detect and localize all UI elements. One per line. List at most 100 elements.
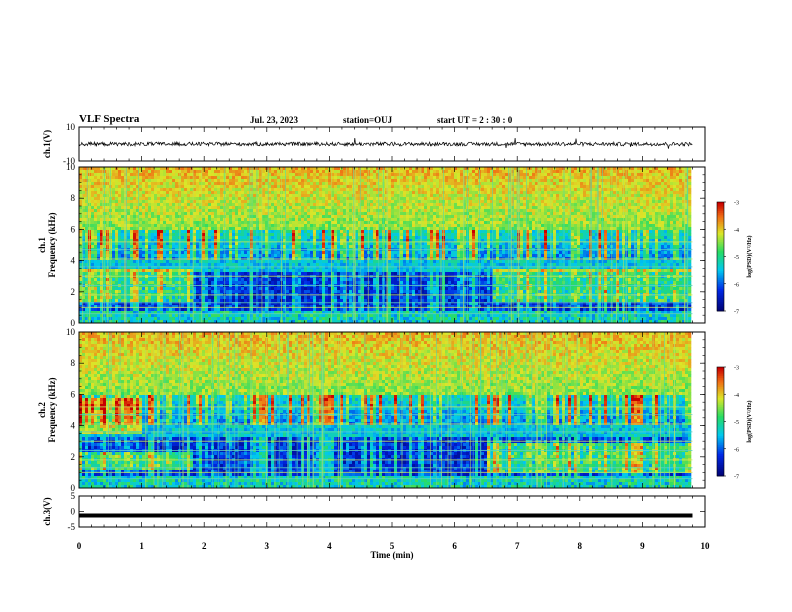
spectrogram-cell — [265, 236, 268, 239]
spectrogram-cell — [292, 260, 295, 263]
spectrogram-cell — [187, 260, 190, 263]
spectrogram-cell — [139, 263, 142, 266]
spectrogram-cell — [157, 260, 160, 263]
spectrogram-cell — [187, 179, 190, 182]
spectrogram-cell — [148, 281, 151, 284]
spectrogram-cell — [85, 245, 88, 248]
spectrogram-cell — [295, 287, 298, 290]
spectrogram-cell — [304, 224, 307, 227]
spectrogram-cell — [253, 287, 256, 290]
spectrogram-cell — [226, 272, 229, 275]
spectrogram-cell — [232, 215, 235, 218]
spectrogram-cell — [310, 245, 313, 248]
spectrogram-cell — [172, 188, 175, 191]
spectrogram-cell — [196, 212, 199, 215]
spectrogram-cell — [229, 260, 232, 263]
spectrogram-cell — [91, 185, 94, 188]
spectrogram-cell — [349, 188, 352, 191]
spectrogram-cell — [319, 299, 322, 302]
spectrogram-cell — [265, 281, 268, 284]
spectrogram-cell — [172, 200, 175, 203]
spectrogram-cell — [271, 230, 274, 233]
spectrogram-cell — [328, 209, 331, 212]
spectrogram-cell — [295, 227, 298, 230]
spectrogram-cell — [121, 260, 124, 263]
spectrogram-cell — [295, 191, 298, 194]
spectrogram-cell — [133, 236, 136, 239]
spectrogram-cell — [127, 290, 130, 293]
spectrogram-cell — [340, 245, 343, 248]
spectrogram-cell — [169, 308, 172, 311]
spectrogram-cell — [211, 185, 214, 188]
spectrogram-cell — [340, 197, 343, 200]
spectrogram-cell — [295, 182, 298, 185]
spectrogram-cell — [214, 278, 217, 281]
spectrogram-cell — [94, 176, 97, 179]
spectrogram-cell — [139, 194, 142, 197]
spectrogram-cell — [181, 299, 184, 302]
spectrogram-cell — [292, 233, 295, 236]
spectrogram-cell — [166, 260, 169, 263]
spectrogram-cell — [250, 245, 253, 248]
spectrogram-cell — [163, 209, 166, 212]
spectrogram-cell — [289, 242, 292, 245]
spectrogram-cell — [244, 251, 247, 254]
spectrogram-cell — [319, 209, 322, 212]
spectrogram-cell — [349, 170, 352, 173]
spectrogram-cell — [220, 188, 223, 191]
spectrogram-cell — [184, 194, 187, 197]
spectrogram-cell — [349, 224, 352, 227]
spectrogram-cell — [202, 278, 205, 281]
spectrogram-cell — [154, 296, 157, 299]
spectrogram-cell — [358, 308, 361, 311]
spectrogram-cell — [277, 218, 280, 221]
spectrogram-cell — [91, 203, 94, 206]
spectrogram-cell — [229, 176, 232, 179]
spectrogram-cell — [181, 290, 184, 293]
spectrogram-cell — [154, 233, 157, 236]
spectrogram-cell — [265, 278, 268, 281]
spectrogram-cell — [325, 278, 328, 281]
spectrogram-cell — [292, 215, 295, 218]
spectrogram-cell — [244, 185, 247, 188]
spectrogram-cell — [115, 260, 118, 263]
spectrogram-cell — [235, 296, 238, 299]
spectrogram-cell — [157, 281, 160, 284]
spectrogram-cell — [202, 215, 205, 218]
spectrogram-cell — [286, 287, 289, 290]
spectrogram-cell — [298, 221, 301, 224]
spectrogram-cell — [229, 170, 232, 173]
spectrogram-cell — [295, 281, 298, 284]
spectrogram-cell — [148, 278, 151, 281]
spectrogram-cell — [157, 272, 160, 275]
spectrogram-cell — [205, 281, 208, 284]
spectrogram-cell — [238, 206, 241, 209]
spectrogram-cell — [250, 215, 253, 218]
spectrogram-cell — [307, 290, 310, 293]
spectrogram-cell — [232, 170, 235, 173]
spectrogram-cell — [301, 179, 304, 182]
spectrogram-cell — [151, 209, 154, 212]
spectrogram-cell — [217, 317, 220, 320]
spectrogram-cell — [274, 215, 277, 218]
spectrogram-cell — [286, 233, 289, 236]
spectrogram-cell — [214, 221, 217, 224]
spectrogram-cell — [256, 233, 259, 236]
spectrogram-cell — [133, 278, 136, 281]
spectrogram-cell — [166, 254, 169, 257]
spectrogram-cell — [256, 191, 259, 194]
spectrogram-cell — [310, 188, 313, 191]
spectrogram-cell — [337, 179, 340, 182]
spectrogram-cell — [121, 206, 124, 209]
spectrogram-cell — [142, 212, 145, 215]
spectrogram-cell — [97, 176, 100, 179]
spectrogram-cell — [211, 278, 214, 281]
spectrogram-cell — [307, 200, 310, 203]
spectrogram-cell — [229, 182, 232, 185]
spectrogram-cell — [301, 221, 304, 224]
spectrogram-cell — [145, 224, 148, 227]
spectrogram-cell — [298, 185, 301, 188]
spectrogram-cell — [238, 209, 241, 212]
spectrogram-cell — [196, 242, 199, 245]
spectrogram-cell — [262, 224, 265, 227]
